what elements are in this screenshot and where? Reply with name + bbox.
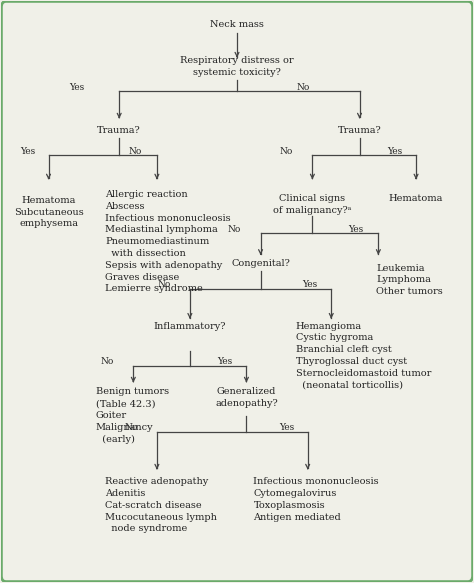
Text: Benign tumors
(Table 42.3)
Goiter
Malignancy
  (early): Benign tumors (Table 42.3) Goiter Malign… (96, 387, 169, 444)
Text: Hematoma: Hematoma (389, 194, 443, 203)
Text: No: No (157, 280, 171, 289)
Text: Clinical signs
of malignancy?ᵃ: Clinical signs of malignancy?ᵃ (273, 194, 352, 215)
Text: Inflammatory?: Inflammatory? (154, 322, 226, 331)
Text: No: No (280, 146, 293, 156)
Text: Generalized
adenopathy?: Generalized adenopathy? (215, 387, 278, 408)
Text: Respiratory distress or
systemic toxicity?: Respiratory distress or systemic toxicit… (180, 56, 294, 77)
Text: No: No (101, 357, 114, 366)
Text: Trauma?: Trauma? (337, 126, 382, 135)
Text: Neck mass: Neck mass (210, 20, 264, 29)
Text: Trauma?: Trauma? (97, 126, 141, 135)
Text: Allergic reaction
Abscess
Infectious mononucleosis
Mediastinal lymphoma
Pneumome: Allergic reaction Abscess Infectious mon… (105, 190, 231, 293)
Text: No: No (296, 83, 310, 92)
Text: No: No (124, 423, 137, 433)
Text: Reactive adenopathy
Adenitis
Cat-scratch disease
Mucocutaneous lymph
  node synd: Reactive adenopathy Adenitis Cat-scratch… (105, 477, 217, 533)
Text: Yes: Yes (69, 83, 84, 92)
Text: Yes: Yes (387, 146, 402, 156)
Text: Hematoma
Subcutaneous
emphysema: Hematoma Subcutaneous emphysema (14, 196, 83, 229)
Text: Infectious mononucleosis
Cytomegalovirus
Toxoplasmosis
Antigen mediated: Infectious mononucleosis Cytomegalovirus… (254, 477, 379, 522)
Text: Congenital?: Congenital? (231, 259, 290, 268)
Text: Yes: Yes (218, 357, 233, 366)
Text: No: No (129, 146, 142, 156)
Text: Yes: Yes (302, 280, 318, 289)
Text: Leukemia
Lymphoma
Other tumors: Leukemia Lymphoma Other tumors (376, 264, 443, 296)
Text: Hemangioma
Cystic hygroma
Branchial cleft cyst
Thyroglossal duct cyst
Sternoclei: Hemangioma Cystic hygroma Branchial clef… (296, 322, 431, 389)
Text: Yes: Yes (279, 423, 294, 433)
Text: No: No (228, 225, 241, 234)
Text: Yes: Yes (348, 225, 364, 234)
Text: Yes: Yes (20, 146, 35, 156)
